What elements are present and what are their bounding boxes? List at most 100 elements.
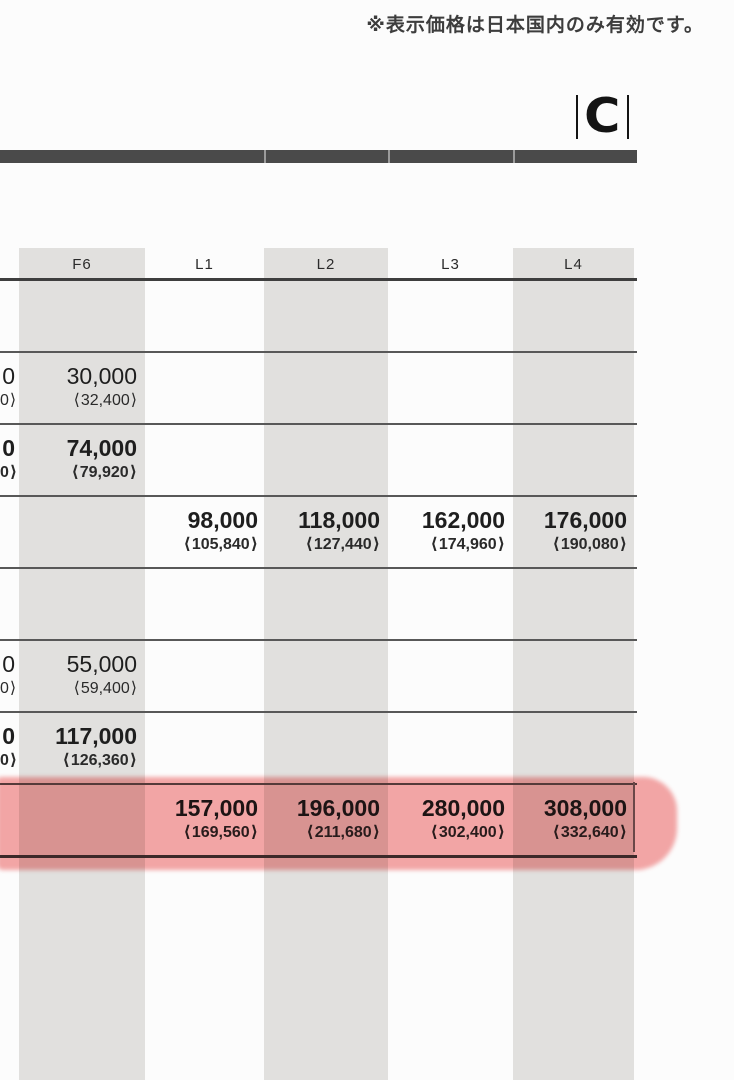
price-cell-l3 xyxy=(388,281,513,351)
logo-right-bar-icon xyxy=(626,95,629,139)
tax-included-value: 174,960 xyxy=(388,534,505,555)
tax-included-value: 79,920 xyxy=(19,462,137,483)
price-cell-cut xyxy=(0,497,19,567)
price-cell-l4 xyxy=(513,641,634,711)
price-cell-l2 xyxy=(264,569,388,639)
tax-included-value: 127,440 xyxy=(264,534,380,555)
price-cell-l4: 176,000190,080 xyxy=(513,497,634,567)
price-cell-cut xyxy=(0,785,19,855)
price-value: 117,000 xyxy=(55,723,137,749)
price-cell-cut xyxy=(0,569,19,639)
price-value: 30,000 xyxy=(66,363,137,389)
price-cell-l2 xyxy=(264,353,388,423)
price-cell-cut xyxy=(0,281,19,351)
price-value: 196,000 xyxy=(296,795,380,821)
price-cell-l4 xyxy=(513,281,634,351)
price-cell-l2 xyxy=(264,641,388,711)
shaded-band-l2 xyxy=(264,248,388,1080)
tax-included-value: 32,400 xyxy=(19,390,137,411)
row-blank-2 xyxy=(0,569,637,641)
row-30000: 0030,00032,400 xyxy=(0,353,637,425)
price-cell-l1 xyxy=(145,641,264,711)
price-cell-l1 xyxy=(145,713,264,783)
price-cell-l1 xyxy=(145,353,264,423)
logo-left-bar-icon xyxy=(576,95,578,139)
price-cell-f6: 74,00079,920 xyxy=(19,425,145,495)
column-header-L3: L3 xyxy=(441,256,460,273)
price-cell-f6 xyxy=(19,281,145,351)
divider-seam xyxy=(513,150,515,163)
column-header-F6: F6 xyxy=(72,256,92,273)
price-cell-l4: 308,000332,640 xyxy=(513,785,634,855)
tax-included-value: 169,560 xyxy=(145,822,258,843)
price-validity-note: ※表示価格は日本国内のみ有効です。 xyxy=(366,15,704,36)
shaded-band-f6 xyxy=(19,248,145,1080)
price-cell-l2 xyxy=(264,281,388,351)
price-value: 0 xyxy=(2,363,15,389)
price-value: 162,000 xyxy=(421,507,505,533)
tax-included-value: 105,840 xyxy=(145,534,258,555)
tax-included-value: 0 xyxy=(0,462,15,483)
price-value: 118,000 xyxy=(298,507,380,533)
price-cell-l4 xyxy=(513,425,634,495)
price-value: 0 xyxy=(2,723,15,749)
price-cell-l2: 118,000127,440 xyxy=(264,497,388,567)
column-header-cut xyxy=(0,248,19,278)
logo-letter-c: C xyxy=(584,89,621,144)
tax-included-value: 0 xyxy=(0,678,15,699)
price-cell-l3 xyxy=(388,713,513,783)
price-cell-f6 xyxy=(19,569,145,639)
column-header-L4: L4 xyxy=(564,256,583,273)
column-header-L2: L2 xyxy=(316,256,336,273)
row-98000: 98,000105,840118,000127,440162,000174,96… xyxy=(0,497,637,569)
price-cell-l3: 162,000174,960 xyxy=(388,497,513,567)
price-value: 0 xyxy=(2,435,15,461)
price-cell-f6: 55,00059,400 xyxy=(19,641,145,711)
divider-seam xyxy=(388,150,390,163)
price-cell-l2: 196,000211,680 xyxy=(264,785,388,855)
table-body: 0030,00032,4000074,00079,92098,000105,84… xyxy=(0,281,637,858)
price-cell-l3 xyxy=(388,569,513,639)
price-cell-f6: 117,000126,360 xyxy=(19,713,145,783)
price-cell-l4 xyxy=(513,713,634,783)
thick-divider-bar xyxy=(0,150,637,163)
price-cell-f6: 30,00032,400 xyxy=(19,353,145,423)
row-blank-1 xyxy=(0,281,637,353)
divider-seam xyxy=(264,150,266,163)
price-value: 157,000 xyxy=(174,795,258,821)
price-cell-l2 xyxy=(264,713,388,783)
row-117000: 00117,000126,360 xyxy=(0,713,637,785)
tax-included-value: 190,080 xyxy=(513,534,627,555)
tax-included-value: 59,400 xyxy=(19,678,137,699)
price-cell-l4 xyxy=(513,569,634,639)
price-value: 55,000 xyxy=(66,651,137,677)
price-cell-l1 xyxy=(145,425,264,495)
row-157000-highlighted: 157,000169,560196,000211,680280,000302,4… xyxy=(0,785,637,858)
price-cell-l2 xyxy=(264,425,388,495)
shaded-band-l4 xyxy=(513,248,634,1080)
tax-included-value: 126,360 xyxy=(19,750,137,771)
tax-included-value: 211,680 xyxy=(264,822,380,843)
price-cell-l3: 280,000302,400 xyxy=(388,785,513,855)
table-right-edge xyxy=(633,782,635,852)
brand-logo: C xyxy=(576,89,629,144)
price-cell-l3 xyxy=(388,353,513,423)
price-cell-l1: 157,000169,560 xyxy=(145,785,264,855)
table-header-row: F6 L1 L2 L3 L4 xyxy=(0,248,637,281)
price-cell-l1: 98,000105,840 xyxy=(145,497,264,567)
column-header-L1: L1 xyxy=(195,256,214,273)
price-cell-l1 xyxy=(145,569,264,639)
tax-included-value: 332,640 xyxy=(513,822,627,843)
row-74000: 0074,00079,920 xyxy=(0,425,637,497)
price-cell-l4 xyxy=(513,353,634,423)
price-value: 280,000 xyxy=(421,795,505,821)
price-cell-f6 xyxy=(19,497,145,567)
price-value: 308,000 xyxy=(543,795,627,821)
tax-included-value: 0 xyxy=(0,750,15,771)
price-value: 176,000 xyxy=(543,507,627,533)
